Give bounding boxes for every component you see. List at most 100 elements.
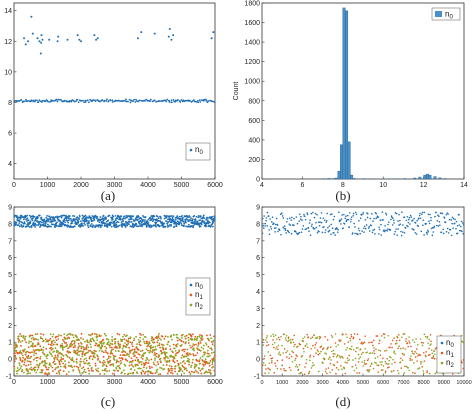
- outlier-point: [39, 52, 42, 55]
- data-point: [433, 225, 436, 228]
- data-point: [172, 220, 174, 223]
- data-point: [63, 365, 65, 368]
- data-point: [271, 343, 274, 346]
- x-tick-label: 9000: [438, 380, 450, 386]
- data-point: [130, 220, 133, 223]
- data-point: [98, 343, 100, 346]
- data-point: [328, 225, 331, 227]
- data-point: [442, 228, 445, 231]
- data-point: [104, 361, 106, 364]
- data-point: [202, 347, 205, 350]
- data-point: [106, 98, 108, 101]
- data-point: [83, 354, 86, 357]
- data-point: [85, 359, 88, 362]
- data-point: [26, 217, 29, 220]
- data-point: [281, 344, 283, 347]
- data-point: [158, 333, 160, 335]
- data-point: [55, 222, 58, 225]
- data-point: [29, 351, 32, 354]
- data-point: [266, 341, 268, 343]
- data-point: [438, 220, 441, 223]
- data-point: [194, 218, 197, 221]
- data-point: [84, 362, 87, 365]
- data-point: [336, 361, 339, 363]
- x-tick-label: 0: [12, 379, 16, 386]
- data-point: [129, 336, 132, 339]
- data-point: [153, 341, 156, 344]
- data-point: [439, 224, 441, 226]
- data-point: [180, 344, 183, 346]
- data-point: [203, 353, 206, 356]
- data-point: [195, 339, 198, 341]
- data-point: [50, 346, 52, 349]
- data-point: [172, 343, 175, 346]
- data-point: [88, 220, 90, 222]
- data-point: [106, 338, 108, 340]
- data-point: [150, 219, 153, 221]
- data-point: [36, 343, 39, 346]
- data-point: [30, 355, 32, 358]
- data-point: [97, 345, 100, 348]
- data-point: [165, 220, 168, 223]
- data-point: [323, 225, 325, 228]
- data-point: [114, 350, 117, 352]
- data-point: [323, 219, 326, 222]
- data-point: [294, 343, 296, 346]
- data-point: [405, 365, 408, 368]
- data-point: [142, 366, 145, 369]
- data-point: [347, 214, 349, 217]
- data-point: [74, 350, 77, 353]
- data-point: [165, 364, 168, 366]
- data-point: [430, 219, 432, 222]
- data-point: [94, 333, 96, 335]
- data-point: [128, 346, 130, 349]
- data-point: [34, 345, 37, 348]
- data-point: [42, 339, 45, 342]
- data-point: [122, 217, 125, 220]
- data-point: [167, 336, 169, 338]
- histogram-bar: [335, 177, 338, 180]
- data-point: [68, 100, 71, 102]
- data-point: [311, 223, 313, 226]
- data-point: [397, 228, 399, 230]
- data-point: [305, 358, 308, 361]
- data-point: [177, 98, 179, 101]
- outlier-point: [66, 38, 69, 41]
- data-point: [313, 228, 316, 230]
- data-point: [321, 231, 324, 234]
- data-point: [423, 333, 426, 336]
- data-point: [363, 225, 366, 228]
- data-point: [276, 367, 279, 370]
- data-point: [304, 345, 307, 348]
- data-point: [80, 347, 83, 350]
- data-point: [113, 346, 116, 349]
- data-point: [93, 352, 96, 355]
- data-point: [283, 225, 286, 227]
- data-point: [23, 100, 26, 103]
- data-point: [132, 365, 135, 368]
- data-point: [32, 338, 35, 341]
- data-point: [289, 339, 292, 341]
- data-point: [291, 216, 293, 219]
- data-point: [188, 363, 191, 366]
- data-point: [85, 345, 88, 348]
- data-point: [34, 333, 37, 336]
- data-point: [63, 333, 66, 335]
- data-point: [340, 223, 342, 225]
- data-point: [104, 367, 107, 370]
- data-point: [410, 345, 412, 348]
- data-point: [18, 362, 21, 365]
- data-point: [67, 224, 69, 227]
- data-point: [26, 357, 29, 360]
- data-point: [93, 219, 96, 222]
- data-point: [28, 335, 31, 338]
- data-point: [149, 367, 151, 370]
- data-point: [361, 230, 363, 232]
- data-point: [29, 222, 32, 225]
- y-tick-label: 600: [248, 118, 260, 125]
- data-point: [176, 339, 179, 342]
- data-point: [205, 361, 208, 364]
- y-tick-label: 2: [256, 323, 260, 330]
- data-point: [175, 225, 178, 228]
- data-point: [448, 218, 451, 221]
